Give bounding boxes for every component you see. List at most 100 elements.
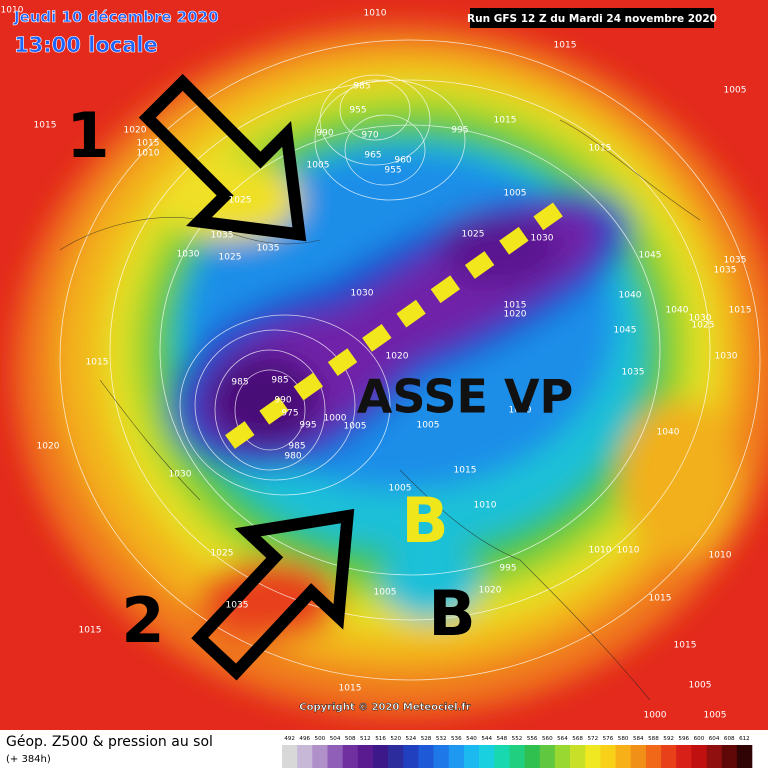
pressure-label: 1005 bbox=[307, 161, 330, 171]
date-label: Jeudi 10 décembre 2020 bbox=[13, 8, 219, 26]
colorbar-label: 508 bbox=[345, 736, 356, 742]
pressure-label: 1010 bbox=[617, 546, 640, 556]
pressure-label: 960 bbox=[394, 156, 411, 166]
low-1-label: B bbox=[401, 484, 448, 557]
colorbar-swatch bbox=[312, 745, 328, 768]
pressure-label: 1010 bbox=[709, 551, 732, 561]
pressure-label: 990 bbox=[274, 396, 291, 406]
colorbar-label: 556 bbox=[527, 736, 538, 742]
pressure-label: 1015 bbox=[494, 116, 517, 126]
isobars bbox=[59, 39, 761, 681]
pressure-label: 975 bbox=[281, 409, 298, 419]
pressure-labels: 1010 1010 1015 1005 1015 1020 1015 1010 985 955 99… bbox=[1, 6, 752, 721]
colorbar-label: 568 bbox=[572, 736, 583, 742]
colorbar-label: 572 bbox=[587, 736, 598, 742]
pressure-label: 1040 bbox=[657, 428, 680, 438]
colorbar-label: 588 bbox=[648, 736, 659, 742]
pressure-label: 1005 bbox=[344, 422, 367, 432]
colorbar-swatch bbox=[494, 745, 510, 768]
pressure-label: 1015 bbox=[137, 139, 160, 149]
pressure-label: 1025 bbox=[462, 230, 485, 240]
pressure-label: 1005 bbox=[417, 421, 440, 431]
colorbar-label: 612 bbox=[739, 736, 750, 742]
colorbar-label: 524 bbox=[406, 736, 417, 742]
colorbar-swatch bbox=[539, 745, 556, 768]
low-2-label: B bbox=[428, 577, 475, 650]
colorbar-label: 576 bbox=[603, 736, 614, 742]
run-box bbox=[470, 8, 714, 28]
colorbar-label: 548 bbox=[496, 736, 507, 742]
pressure-label: 1020 bbox=[509, 406, 532, 416]
pressure-label: 1015 bbox=[34, 121, 57, 131]
pressure-label: 1015 bbox=[339, 684, 362, 694]
colorbar-swatch bbox=[721, 745, 738, 768]
colorbar-label: 504 bbox=[330, 736, 341, 742]
pressure-label: 1020 bbox=[37, 442, 60, 452]
pressure-label: 1030 bbox=[169, 470, 192, 480]
pressure-label: 1015 bbox=[649, 594, 672, 604]
pressure-label: 1005 bbox=[374, 588, 397, 598]
colorbar-swatch bbox=[645, 745, 662, 768]
colorbar-label: 536 bbox=[451, 736, 462, 742]
pressure-label: 1025 bbox=[229, 196, 252, 206]
colorbar-swatch bbox=[463, 745, 480, 768]
axis-line bbox=[225, 201, 565, 449]
pressure-label: 990 bbox=[316, 129, 333, 139]
colorbar-swatch bbox=[509, 745, 525, 768]
pressure-label: 1010 bbox=[1, 6, 24, 16]
pressure-label: 1010 bbox=[474, 501, 497, 511]
colorbar-label: 608 bbox=[724, 736, 735, 742]
pressure-label: 1015 bbox=[504, 301, 527, 311]
pressure-label: 1040 bbox=[666, 306, 689, 316]
pressure-label: 955 bbox=[384, 166, 401, 176]
colorbar-swatch bbox=[554, 745, 571, 768]
colorbar-swatch bbox=[661, 745, 677, 768]
run-label: Run GFS 12 Z du Mardi 24 novembre 2020 bbox=[467, 13, 717, 25]
pressure-label: 1000 bbox=[324, 414, 347, 424]
pressure-label: 1035 bbox=[211, 231, 234, 241]
pressure-label: 1015 bbox=[729, 306, 752, 316]
pressure-label: 985 bbox=[353, 82, 370, 92]
colorbar-swatch bbox=[327, 745, 343, 768]
pressure-label: 995 bbox=[499, 564, 516, 574]
pressure-label: 1020 bbox=[124, 126, 147, 136]
pressure-label: 1035 bbox=[622, 368, 645, 378]
colorbar-swatch bbox=[524, 745, 541, 768]
colorbar-swatch bbox=[357, 745, 374, 768]
pressure-label: 1025 bbox=[219, 253, 242, 263]
colorbar: 492 496 500 504 508 512 516 520 524 528 532 536 540 5… bbox=[282, 736, 753, 768]
pressure-label: 1000 bbox=[644, 711, 667, 721]
arrow-1-label: 1 bbox=[66, 99, 109, 172]
colorbar-swatch bbox=[433, 745, 450, 768]
arrow-2-label: 2 bbox=[121, 584, 164, 657]
colorbar-label: 552 bbox=[512, 736, 523, 742]
colorbar-label: 604 bbox=[709, 736, 720, 742]
pressure-label: 985 bbox=[271, 376, 288, 386]
pressure-label: 1005 bbox=[724, 86, 747, 96]
colorbar-label: 592 bbox=[663, 736, 674, 742]
pressure-label: 955 bbox=[349, 106, 366, 116]
pressure-label: 1005 bbox=[389, 484, 412, 494]
colorbar-swatch bbox=[479, 745, 495, 768]
pressure-label: 1035 bbox=[226, 601, 249, 611]
colorbar-swatch bbox=[388, 745, 404, 768]
colorbar-label: 584 bbox=[633, 736, 644, 742]
time-label: 13:00 locale bbox=[14, 33, 158, 57]
colorbar-label: 540 bbox=[466, 736, 477, 742]
colorbar-label: 532 bbox=[436, 736, 447, 742]
pressure-label: 1005 bbox=[689, 681, 712, 691]
pressure-label: 1015 bbox=[589, 144, 612, 154]
colorbar-swatch bbox=[691, 745, 707, 768]
colorbar-swatch bbox=[570, 745, 586, 768]
colorbar-label: 600 bbox=[694, 736, 705, 742]
pressure-label: 965 bbox=[364, 151, 381, 161]
pressure-label: 1025 bbox=[692, 321, 715, 331]
colorbar-swatch bbox=[676, 745, 692, 768]
pressure-label: 1035 bbox=[714, 266, 737, 276]
colorbar-label: 516 bbox=[375, 736, 386, 742]
arrow-1 bbox=[138, 73, 307, 242]
colorbar-swatch bbox=[736, 745, 753, 768]
map-field: 1010 1010 1015 1005 1015 1020 1015 1010 985 955 99… bbox=[0, 0, 768, 730]
